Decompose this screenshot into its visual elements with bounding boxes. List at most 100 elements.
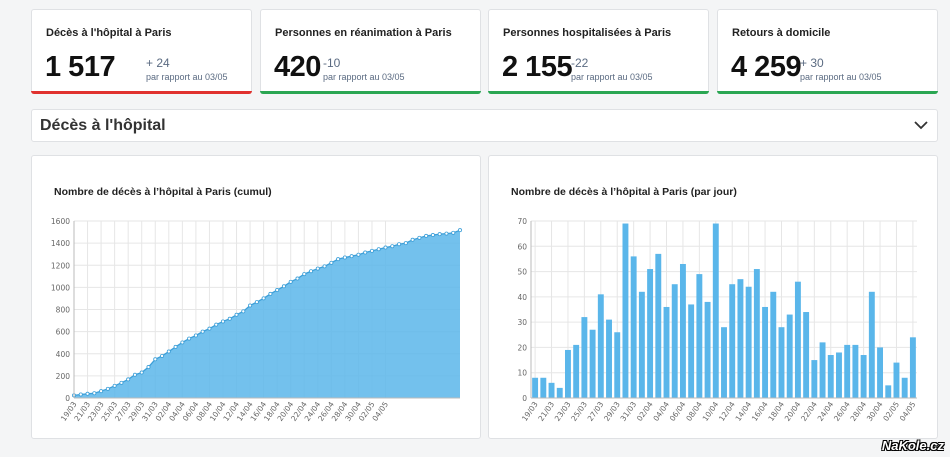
bar	[770, 291, 777, 398]
card-delta: -22	[571, 56, 589, 70]
bar	[860, 355, 867, 398]
data-point	[160, 353, 165, 358]
bar	[532, 377, 539, 398]
card-reanimation[interactable]: Personnes en réanimation à Paris 420 -10…	[260, 9, 481, 94]
series-line	[73, 229, 461, 396]
x-tick-label: 04/04	[651, 400, 671, 423]
y-tick-label: 60	[517, 242, 527, 251]
data-point	[248, 303, 253, 308]
data-point	[146, 365, 151, 370]
bar	[786, 314, 793, 398]
data-point	[254, 300, 259, 305]
chevron-down-icon[interactable]	[913, 117, 929, 133]
data-point	[105, 386, 110, 391]
card-compare: par rapport au 03/05	[146, 72, 228, 82]
data-point	[261, 296, 266, 301]
y-tick-label: 70	[517, 217, 527, 226]
data-point	[220, 319, 225, 324]
accordion-label: Décès à l'hôpital	[40, 117, 166, 134]
card-value: 4 259	[731, 51, 802, 83]
bar	[565, 349, 571, 398]
card-compare: par rapport au 03/05	[800, 72, 882, 82]
bar	[803, 312, 810, 398]
data-point	[349, 254, 354, 259]
data-point	[390, 244, 395, 249]
card-title: Décès à l'hôpital à Paris	[46, 27, 172, 39]
x-tick-label: 02/04	[635, 400, 655, 423]
card-compare: par rapport au 03/05	[323, 72, 405, 82]
x-tick-label: 30/04	[865, 400, 885, 423]
x-tick-label: 04/05	[898, 400, 918, 423]
x-tick-label: 31/03	[619, 400, 639, 423]
y-tick-label: 600	[56, 328, 71, 337]
bar	[679, 263, 686, 398]
card-deces-hopital[interactable]: Décès à l'hôpital à Paris 1 517 + 24 par…	[31, 9, 252, 94]
data-point	[295, 276, 300, 281]
bar	[556, 387, 563, 398]
data-point	[187, 336, 192, 341]
chart-title: Nombre de décès à l’hôpital à Paris (cum…	[54, 186, 272, 198]
data-point	[457, 228, 462, 233]
chart-daily: 0 10 20 30 40 50 60 70 19/0321/0323/0325/0327/03…	[517, 217, 918, 423]
bar	[819, 342, 826, 398]
x-tick-label: 23/03	[553, 400, 573, 423]
chart-panel-daily: Nombre de décès à l’hôpital à Paris (par…	[488, 155, 938, 439]
bar	[540, 377, 547, 398]
data-point	[207, 326, 212, 331]
bar	[647, 269, 654, 398]
data-point	[288, 279, 293, 284]
data-point	[451, 230, 456, 235]
bar	[836, 352, 842, 398]
data-point	[173, 344, 178, 349]
x-tick-label: 21/03	[536, 400, 556, 423]
card-hospitalisees[interactable]: Personnes hospitalisées à Paris 2 155 -2…	[488, 9, 709, 94]
section-accordion[interactable]: Décès à l'hôpital	[31, 109, 938, 142]
bar	[877, 347, 883, 398]
bar	[638, 291, 645, 398]
data-point	[214, 322, 219, 327]
card-value: 2 155	[502, 51, 573, 83]
bar	[606, 319, 612, 398]
y-tick-label: 1400	[51, 239, 70, 248]
x-tick-label: 28/04	[848, 400, 868, 423]
data-point	[369, 248, 374, 253]
data-point	[193, 333, 198, 338]
data-point	[342, 255, 347, 260]
bar	[729, 284, 736, 398]
x-tick-label: 26/04	[832, 400, 852, 423]
data-point	[336, 257, 341, 262]
bar	[581, 317, 588, 398]
bar	[844, 344, 851, 398]
card-retours-domicile[interactable]: Retours à domicile 4 259 + 30 par rappor…	[717, 9, 938, 94]
data-point	[119, 380, 124, 385]
data-point	[302, 272, 307, 277]
bar	[893, 362, 900, 398]
y-tick-label: 800	[56, 306, 71, 315]
x-tick-label: 14/04	[734, 400, 754, 423]
bar	[712, 223, 719, 398]
bar	[794, 281, 801, 398]
bar	[901, 377, 908, 398]
data-point	[410, 237, 415, 242]
x-tick-label: 29/03	[602, 400, 622, 423]
data-point	[397, 242, 402, 247]
bar	[909, 337, 916, 398]
x-tick-label: 02/05	[881, 400, 901, 423]
y-tick-label: 10	[517, 369, 527, 378]
card-value: 1 517	[45, 51, 116, 83]
bar	[597, 294, 604, 398]
area-fill	[74, 230, 460, 398]
data-point	[180, 340, 185, 345]
data-point	[166, 349, 171, 354]
y-tick-label: 50	[517, 268, 527, 277]
x-tick-label: 12/04	[717, 400, 737, 423]
data-point	[417, 235, 422, 240]
x-tick-label: 19/03	[520, 400, 540, 423]
card-status-bar	[488, 91, 709, 94]
bar	[671, 284, 678, 398]
bar	[852, 344, 859, 398]
x-tick-label: 24/04	[816, 400, 836, 423]
bar	[573, 344, 580, 398]
bar	[762, 306, 769, 398]
